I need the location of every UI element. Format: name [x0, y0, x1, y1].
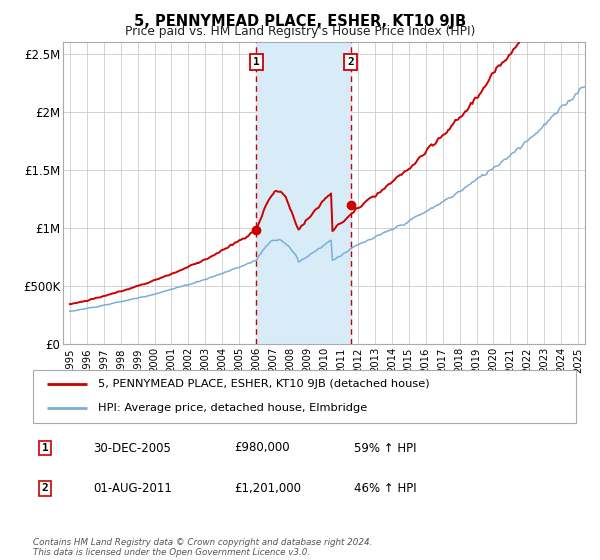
Text: HPI: Average price, detached house, Elmbridge: HPI: Average price, detached house, Elmb…	[98, 403, 367, 413]
Text: 2: 2	[347, 57, 354, 67]
Text: 5, PENNYMEAD PLACE, ESHER, KT10 9JB (detached house): 5, PENNYMEAD PLACE, ESHER, KT10 9JB (det…	[98, 379, 430, 389]
Text: 2: 2	[41, 483, 49, 493]
Bar	[256, 42, 351, 344]
Text: 5, PENNYMEAD PLACE, ESHER, KT10 9JB: 5, PENNYMEAD PLACE, ESHER, KT10 9JB	[134, 14, 466, 29]
Text: 1: 1	[41, 443, 49, 453]
Text: Contains HM Land Registry data © Crown copyright and database right 2024.
This d: Contains HM Land Registry data © Crown c…	[33, 538, 373, 557]
Text: £1,201,000: £1,201,000	[234, 482, 301, 495]
Text: 59% ↑ HPI: 59% ↑ HPI	[354, 441, 416, 455]
Text: 1: 1	[253, 57, 259, 67]
Text: Price paid vs. HM Land Registry's House Price Index (HPI): Price paid vs. HM Land Registry's House …	[125, 25, 475, 38]
Text: 30-DEC-2005: 30-DEC-2005	[93, 441, 171, 455]
Text: 01-AUG-2011: 01-AUG-2011	[93, 482, 172, 495]
Text: £980,000: £980,000	[234, 441, 290, 455]
Text: 46% ↑ HPI: 46% ↑ HPI	[354, 482, 416, 495]
FancyBboxPatch shape	[33, 370, 576, 423]
